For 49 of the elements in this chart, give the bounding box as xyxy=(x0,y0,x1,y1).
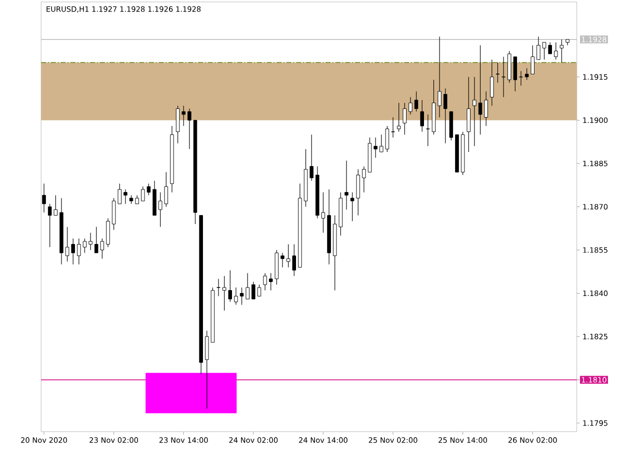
candlestick xyxy=(426,114,430,146)
candlestick xyxy=(408,96,412,115)
candlestick xyxy=(216,278,221,296)
candlestick xyxy=(501,56,506,98)
candlestick xyxy=(396,102,401,132)
candlestick xyxy=(478,44,482,135)
candlestick xyxy=(263,272,267,291)
candlestick xyxy=(321,192,326,233)
candlestick xyxy=(82,238,87,254)
candlestick xyxy=(257,284,262,296)
candlestick xyxy=(472,76,476,146)
candlestick xyxy=(420,100,424,132)
candlestick xyxy=(402,102,407,135)
candlestick xyxy=(414,90,418,112)
candlestick xyxy=(65,226,70,262)
candlestick xyxy=(560,39,564,63)
candlestick xyxy=(554,42,558,60)
candlestick xyxy=(438,36,442,118)
candlestick xyxy=(443,88,448,144)
candlestick xyxy=(484,90,488,126)
candlestick xyxy=(536,36,540,60)
candlestick xyxy=(146,183,151,196)
candlestick xyxy=(182,105,186,126)
candlestick xyxy=(188,108,192,150)
candlestick xyxy=(356,168,360,216)
candlestick xyxy=(71,238,75,265)
candlestick xyxy=(246,272,250,300)
candlestick xyxy=(88,232,92,250)
candlestick xyxy=(280,252,284,268)
candlestick xyxy=(310,134,314,181)
candlestick xyxy=(518,70,524,86)
candlestick xyxy=(141,186,145,202)
candlestick xyxy=(542,42,546,60)
candlestick xyxy=(176,105,180,144)
candlestick xyxy=(466,76,471,152)
candlestick xyxy=(374,137,378,158)
candlestick xyxy=(124,189,128,204)
candlestick xyxy=(548,42,552,54)
candlestick xyxy=(77,238,81,265)
candlestick xyxy=(344,160,348,210)
candlestick xyxy=(252,281,256,300)
candlestick xyxy=(350,192,354,222)
candlestick xyxy=(496,62,500,83)
candlestick xyxy=(42,183,46,213)
candlestick xyxy=(490,59,494,106)
candlestick xyxy=(240,287,244,305)
candlestick xyxy=(106,218,110,248)
candlestick xyxy=(234,287,238,305)
candlestick xyxy=(362,166,366,192)
